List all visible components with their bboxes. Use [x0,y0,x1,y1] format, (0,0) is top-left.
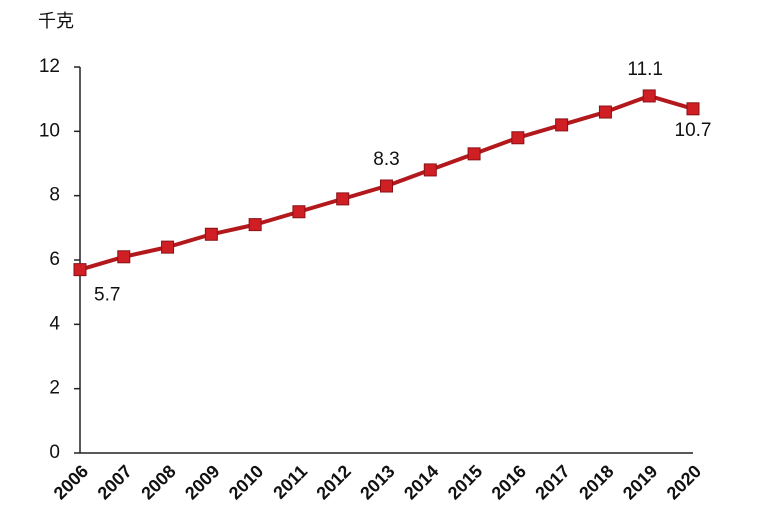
x-tick-label: 2018 [575,461,617,503]
x-tick-label: 2009 [181,461,223,503]
data-label: 5.7 [94,285,120,306]
data-label: 11.1 [627,59,663,80]
data-label: 10.7 [675,120,712,141]
marker [248,218,262,232]
x-tick-label: 2015 [444,461,486,503]
marker [555,118,569,132]
marker [336,192,350,206]
x-tick-label: 2016 [488,461,530,503]
x-tick-label: 2020 [663,461,705,503]
x-tick-label: 2006 [50,461,92,503]
marker [117,250,131,264]
x-tick-label: 2010 [225,461,267,503]
marker [423,163,437,177]
x-tick-label: 2012 [312,461,354,503]
marker [204,227,218,241]
y-tick-label: 4 [49,313,60,334]
x-tick-label: 2007 [94,461,136,503]
y-tick-label: 10 [39,120,60,141]
marker [73,263,87,277]
x-tick-label: 2019 [619,461,661,503]
y-tick-label: 0 [49,442,60,463]
y-tick-label: 12 [39,56,60,77]
marker [642,89,656,103]
marker [467,147,481,161]
y-tick-label: 2 [49,378,60,399]
marker [511,131,525,145]
x-tick-label: 2011 [269,461,311,503]
y-tick-label: 8 [49,185,60,206]
marker [292,205,306,219]
data-label: 8.3 [373,149,399,170]
marker [598,105,612,119]
y-tick-label: 6 [49,249,60,270]
marker [161,240,175,254]
x-tick-label: 2013 [356,461,398,503]
marker [380,179,393,193]
x-tick-label: 2017 [531,461,573,503]
x-tick-label: 2014 [400,461,442,503]
y-unit: 千克 [38,11,74,32]
marker [686,102,700,116]
x-tick-label: 2008 [137,461,179,503]
